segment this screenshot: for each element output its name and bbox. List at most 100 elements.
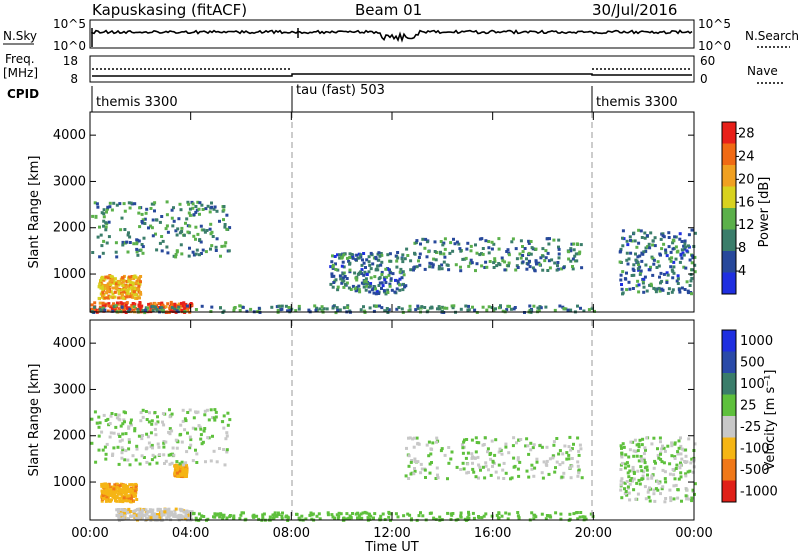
echo-cell xyxy=(123,295,127,299)
echo-cell xyxy=(535,457,539,461)
echo-cell xyxy=(662,242,666,246)
echo-cell xyxy=(512,436,516,440)
echo-cell xyxy=(154,232,157,236)
echo-cell xyxy=(120,456,124,460)
echo-cell xyxy=(640,459,644,463)
echo-cell xyxy=(215,209,219,213)
echo-cell xyxy=(114,282,118,286)
echo-cell xyxy=(657,481,661,485)
echo-cell xyxy=(467,510,470,514)
echo-cell xyxy=(557,245,560,249)
echo-cell xyxy=(175,446,179,450)
echo-cell xyxy=(510,476,514,480)
echo-cell xyxy=(547,242,551,246)
echo-cell xyxy=(103,277,107,281)
echo-cell xyxy=(213,408,217,412)
echo-cell xyxy=(134,483,138,487)
echo-cell xyxy=(199,224,203,228)
echo-cell xyxy=(637,445,641,449)
echo-cell xyxy=(484,239,488,243)
echo-cell xyxy=(339,277,343,281)
echo-cell xyxy=(150,510,154,514)
echo-cell xyxy=(222,448,226,451)
echo-cell xyxy=(182,468,186,472)
echo-cell xyxy=(189,438,193,442)
echo-cell xyxy=(137,284,141,288)
echo-cell xyxy=(560,267,564,271)
echo-cell xyxy=(351,256,355,260)
echo-cell xyxy=(347,259,351,263)
echo-cell xyxy=(637,478,641,482)
echo-cell xyxy=(689,279,693,283)
echo-cell xyxy=(198,517,202,521)
echo-cell xyxy=(125,301,129,305)
echo-cell xyxy=(128,241,132,244)
echo-cell xyxy=(472,516,476,520)
echo-cell xyxy=(643,446,647,450)
echo-cell xyxy=(140,454,144,458)
echo-cell xyxy=(158,308,162,312)
echo-cell xyxy=(395,287,399,291)
echo-cell xyxy=(161,303,165,307)
echo-cell xyxy=(528,259,531,263)
echo-cell xyxy=(100,484,104,488)
echo-cell xyxy=(101,301,105,305)
echo-cell xyxy=(136,280,140,283)
echo-cell xyxy=(400,307,404,311)
echo-cell xyxy=(346,306,350,309)
echo-cell xyxy=(515,441,518,445)
echo-cell xyxy=(360,263,364,267)
echo-cell xyxy=(394,512,398,516)
echo-cell xyxy=(529,240,533,243)
echo-cell xyxy=(224,241,228,245)
echo-cell xyxy=(534,515,538,519)
echo-cell xyxy=(494,470,498,474)
echo-cell xyxy=(674,257,678,261)
echo-cell xyxy=(489,451,493,455)
echo-cell xyxy=(105,291,109,295)
echo-cell xyxy=(640,236,644,239)
echo-cell xyxy=(137,434,141,438)
echo-cell xyxy=(631,287,635,290)
echo-cell xyxy=(634,252,637,256)
echo-cell xyxy=(517,516,521,520)
echo-cell xyxy=(418,263,422,267)
echo-cell xyxy=(104,302,108,306)
echo-cell xyxy=(142,456,146,459)
echo-cell xyxy=(409,259,413,263)
echo-cell xyxy=(680,240,684,243)
echo-cell xyxy=(646,473,649,477)
echo-cell xyxy=(225,227,229,231)
echo-cell xyxy=(465,438,469,441)
echo-cell xyxy=(132,514,136,518)
echo-cell xyxy=(172,219,176,223)
echo-cell xyxy=(396,515,400,519)
echo-cell xyxy=(460,443,464,447)
echo-cell xyxy=(150,512,154,516)
echo-cell xyxy=(639,455,643,458)
echo-cell xyxy=(693,255,697,259)
echo-cell xyxy=(651,239,655,243)
echo-cell xyxy=(297,307,301,311)
echo-cell xyxy=(122,496,126,500)
echo-cell xyxy=(194,210,198,214)
echo-cell xyxy=(330,513,334,517)
echo-cell xyxy=(651,273,655,277)
echo-cell xyxy=(396,281,400,285)
echo-cell xyxy=(135,240,139,244)
echo-cell xyxy=(530,246,534,250)
echo-cell xyxy=(555,268,559,272)
echo-cell xyxy=(579,447,583,451)
echo-cell xyxy=(178,433,182,437)
echo-cell xyxy=(451,249,455,253)
echo-cell xyxy=(652,492,656,496)
echo-cell xyxy=(238,517,242,521)
echo-cell xyxy=(637,268,641,272)
echo-cell xyxy=(145,432,149,436)
echo-cell xyxy=(104,228,108,232)
echo-cell xyxy=(359,512,363,516)
colorbar-swatch xyxy=(722,272,736,294)
echo-cell xyxy=(129,418,133,422)
echo-cell xyxy=(173,472,177,476)
echo-cell xyxy=(685,280,689,284)
